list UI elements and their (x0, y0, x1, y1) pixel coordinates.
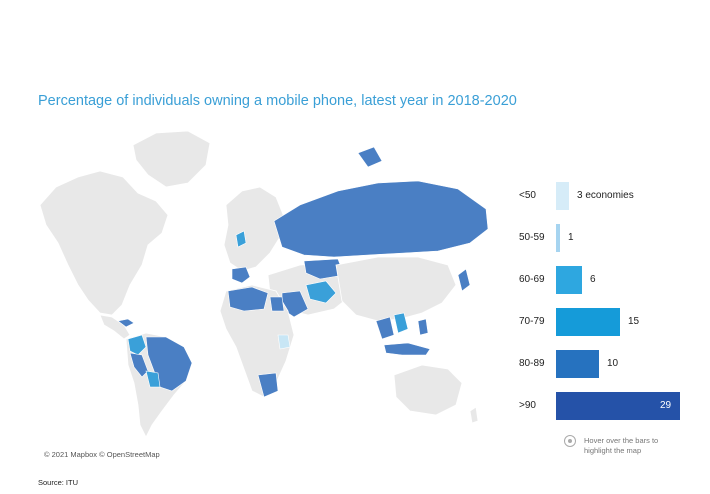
map-region-south-africa (257, 372, 279, 398)
map-region-egypt (269, 296, 285, 312)
bar-value-label: 15 (628, 316, 640, 327)
map-region-uk (235, 230, 247, 248)
map-region-colombia (127, 334, 147, 356)
map-region-russia (273, 180, 489, 258)
map-region-russia-north-islands (357, 146, 383, 168)
map-region-north-america (39, 170, 169, 316)
bar-category-label: <50 (519, 190, 536, 201)
map-region-asia (335, 256, 457, 322)
map-attribution[interactable]: © 2021 Mapbox © OpenStreetMap (44, 450, 160, 459)
map-region-greenland (132, 130, 211, 188)
map-region-central-america (99, 314, 131, 340)
map-region-philippines (417, 318, 429, 336)
map-region-japan (457, 268, 471, 292)
map-region-north-africa (227, 286, 269, 312)
bar[interactable] (556, 224, 560, 252)
map-region-bolivia (145, 370, 161, 388)
pointer-icon (564, 435, 576, 447)
bar[interactable] (556, 182, 569, 210)
bar-category-label: 80-89 (519, 358, 545, 369)
map-region-indonesia (383, 342, 431, 356)
bar-category-label: 50-59 (519, 232, 545, 243)
map-region-europe (223, 186, 285, 272)
bar-value-label: 29 (660, 400, 672, 411)
bar-category-label: 60-69 (519, 274, 545, 285)
bar-value-label: 10 (607, 358, 619, 369)
map-region-iran (305, 280, 337, 304)
bar-category-label: >90 (519, 400, 536, 411)
hover-hint: Hover over the bars to highlight the map (584, 436, 674, 456)
source-note: Source: ITU (38, 478, 79, 487)
map-region-kazakhstan (303, 258, 345, 280)
map-region-australia (393, 364, 463, 416)
bar-category-label: 70-79 (519, 316, 545, 327)
bar[interactable] (556, 392, 680, 420)
bar[interactable] (556, 266, 582, 294)
map-region-new-zealand (469, 406, 479, 424)
map-region-southeast-asia (375, 316, 395, 340)
map-region-caribbean (117, 318, 135, 328)
map-region-indochina (393, 312, 409, 334)
hover-hint-line2: highlight the map (584, 446, 642, 455)
world-map[interactable] (38, 125, 500, 443)
hover-hint-line1: Hover over the bars to (584, 436, 659, 445)
bar-value-label: 3 economies (577, 190, 634, 201)
bar-value-label: 6 (590, 274, 596, 285)
map-region-east-africa (277, 334, 291, 350)
bar-value-label: 1 (568, 232, 574, 243)
chart-title: Percentage of individuals owning a mobil… (38, 93, 517, 109)
map-region-spain (231, 266, 251, 284)
map-region-peru (129, 352, 149, 378)
bar[interactable] (556, 308, 620, 336)
bar[interactable] (556, 350, 599, 378)
